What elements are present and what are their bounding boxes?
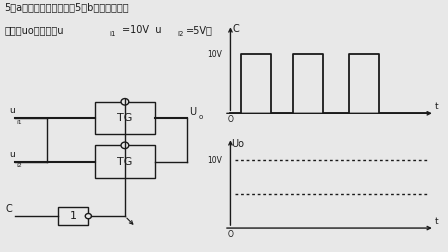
Text: 5（a）所示，试画出在图5（b）波形作用下: 5（a）所示，试画出在图5（b）波形作用下	[4, 3, 129, 13]
Text: u: u	[9, 106, 14, 115]
Text: 1: 1	[70, 211, 77, 221]
Circle shape	[85, 213, 91, 219]
Text: U: U	[190, 107, 197, 117]
Text: TG: TG	[117, 113, 133, 123]
Text: 10V: 10V	[207, 50, 222, 58]
Text: i2: i2	[16, 164, 22, 169]
Text: i2: i2	[177, 32, 183, 38]
Bar	[95, 145, 155, 178]
Text: t: t	[435, 217, 438, 226]
Text: C: C	[233, 24, 239, 34]
Text: 10V: 10V	[207, 155, 222, 165]
Text: 的输出uo的波形（u: 的输出uo的波形（u	[4, 25, 64, 35]
Text: i1: i1	[16, 120, 22, 125]
Text: TG: TG	[117, 157, 133, 167]
Text: C: C	[5, 204, 12, 214]
Text: O: O	[228, 230, 233, 239]
Text: u: u	[9, 150, 14, 159]
Text: t: t	[435, 102, 438, 111]
Bar	[95, 102, 155, 135]
Text: Uo: Uo	[232, 139, 245, 149]
Bar	[58, 207, 88, 225]
Text: O: O	[228, 115, 233, 124]
Circle shape	[121, 142, 129, 149]
Circle shape	[121, 99, 129, 105]
Text: i1: i1	[110, 32, 116, 38]
Text: =5V）: =5V）	[186, 25, 213, 35]
Text: o: o	[199, 114, 203, 120]
Text: =10V  u: =10V u	[122, 25, 161, 35]
